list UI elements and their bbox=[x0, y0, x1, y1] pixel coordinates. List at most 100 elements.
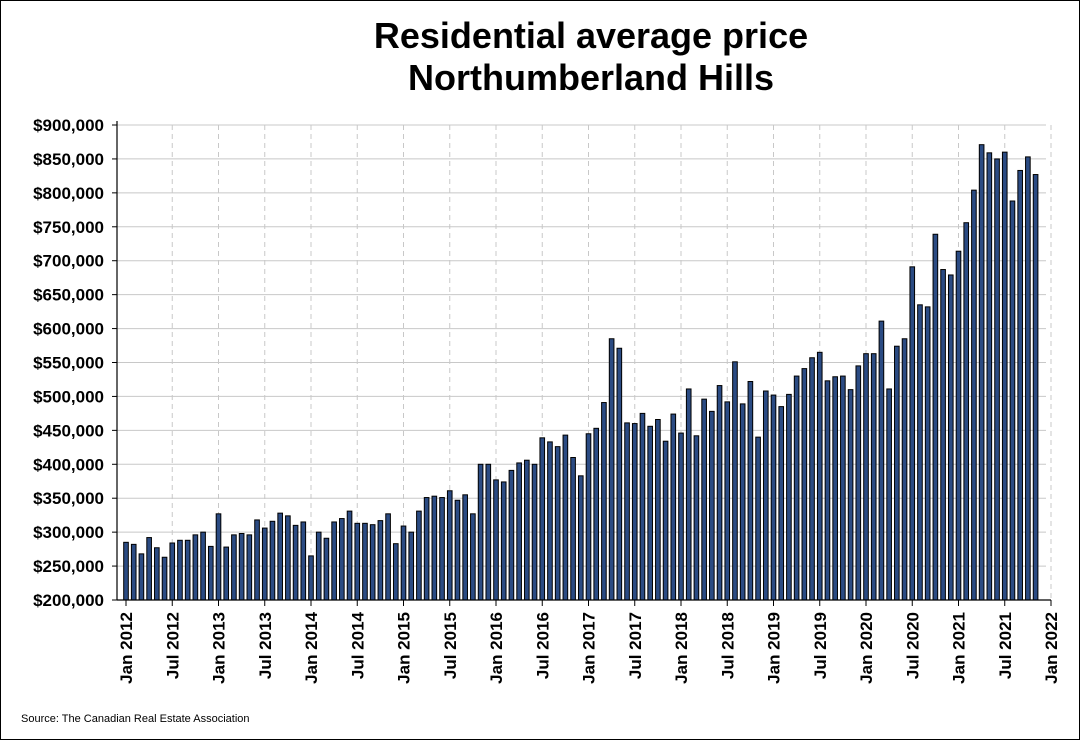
bar bbox=[762, 390, 769, 601]
x-tick-label: Jul 2016 bbox=[533, 612, 552, 679]
bar bbox=[315, 531, 322, 601]
y-tick-label: $650,000 bbox=[33, 286, 104, 305]
bar bbox=[647, 425, 653, 601]
bar bbox=[585, 433, 592, 601]
x-tick-label: Jul 2020 bbox=[903, 612, 922, 679]
y-tick-labels: $200,000 $250,000 $300,000 $350,000 $400,000… bbox=[33, 116, 104, 610]
bar bbox=[894, 345, 900, 601]
bar bbox=[1001, 151, 1008, 601]
bar bbox=[809, 357, 815, 601]
chart-title-line-1: Residential average price bbox=[373, 15, 809, 56]
y-tick-label: $600,000 bbox=[33, 320, 104, 339]
bar bbox=[524, 459, 530, 601]
bar bbox=[377, 520, 384, 601]
x-tick-label: Jan 2019 bbox=[765, 612, 784, 684]
bar bbox=[685, 388, 692, 601]
x-tick-label: Jan 2012 bbox=[117, 612, 136, 684]
bar bbox=[369, 524, 376, 601]
y-tick-label: $850,000 bbox=[33, 150, 104, 169]
bar bbox=[616, 347, 623, 601]
bar bbox=[701, 398, 707, 601]
bar bbox=[732, 361, 738, 601]
bar bbox=[971, 189, 977, 601]
bar bbox=[994, 158, 1000, 601]
bar bbox=[562, 434, 569, 601]
x-tick-label: Jan 2013 bbox=[210, 612, 229, 684]
bar bbox=[516, 462, 522, 601]
bar bbox=[246, 534, 253, 601]
x-tick-labels: Jan 2012 Jul 2012 Jan 2013 Jul 2013 Jan 2014… bbox=[117, 611, 1061, 683]
bar bbox=[601, 402, 607, 601]
bar bbox=[485, 463, 492, 601]
bar bbox=[832, 376, 838, 601]
bar bbox=[824, 380, 831, 601]
bar bbox=[693, 435, 700, 601]
bar bbox=[154, 547, 160, 601]
bar bbox=[901, 338, 908, 601]
bar bbox=[392, 543, 399, 601]
bar bbox=[816, 351, 823, 601]
bar bbox=[177, 539, 183, 601]
bar bbox=[955, 250, 962, 601]
x-tick-label: Jan 2014 bbox=[302, 611, 321, 683]
bar bbox=[138, 553, 145, 601]
y-tick-label: $900,000 bbox=[33, 116, 104, 135]
bar bbox=[570, 457, 576, 601]
bar bbox=[400, 525, 407, 601]
bar bbox=[470, 513, 476, 601]
bar bbox=[207, 545, 214, 601]
y-tick-label: $700,000 bbox=[33, 252, 104, 271]
y-tick-label: $200,000 bbox=[33, 591, 104, 610]
bar bbox=[724, 401, 731, 601]
bar bbox=[423, 497, 430, 601]
bar bbox=[1032, 174, 1039, 601]
bar bbox=[261, 527, 268, 601]
bar bbox=[408, 531, 415, 601]
x-tick-label: Jan 2018 bbox=[672, 612, 691, 684]
bar bbox=[747, 381, 754, 601]
bar bbox=[593, 427, 600, 601]
bar bbox=[200, 531, 206, 601]
bar bbox=[300, 521, 307, 601]
x-tick-label: Jan 2021 bbox=[950, 612, 969, 684]
x-tick-label: Jul 2015 bbox=[441, 612, 460, 679]
bar bbox=[215, 513, 222, 601]
bar bbox=[231, 534, 237, 601]
bar bbox=[130, 543, 137, 601]
bar bbox=[354, 522, 361, 601]
bar bbox=[331, 521, 337, 601]
bar bbox=[963, 222, 970, 601]
bar bbox=[855, 365, 862, 601]
bar bbox=[462, 494, 468, 601]
bar bbox=[716, 385, 723, 601]
bar bbox=[786, 393, 792, 601]
bar bbox=[863, 353, 869, 601]
bar bbox=[277, 512, 283, 601]
bar bbox=[1017, 169, 1023, 601]
bar bbox=[323, 537, 330, 601]
bar bbox=[192, 534, 199, 601]
bar bbox=[508, 469, 515, 601]
bar bbox=[678, 432, 684, 601]
bar bbox=[184, 539, 191, 601]
bar bbox=[446, 490, 453, 601]
bar bbox=[146, 537, 152, 601]
bars bbox=[123, 144, 1039, 601]
bar bbox=[531, 463, 538, 601]
bar bbox=[477, 463, 484, 601]
bar bbox=[978, 144, 985, 601]
bar bbox=[739, 403, 746, 601]
bar bbox=[547, 441, 553, 601]
bar bbox=[1025, 156, 1031, 601]
bar bbox=[655, 419, 661, 601]
y-tick-label: $300,000 bbox=[33, 523, 104, 542]
bar bbox=[161, 556, 168, 601]
bar bbox=[778, 406, 785, 601]
bar bbox=[932, 233, 939, 601]
bar bbox=[940, 269, 946, 601]
x-tick-label: Jul 2018 bbox=[718, 612, 737, 679]
bar bbox=[755, 436, 761, 601]
bar bbox=[870, 353, 877, 601]
bar bbox=[1009, 200, 1016, 601]
